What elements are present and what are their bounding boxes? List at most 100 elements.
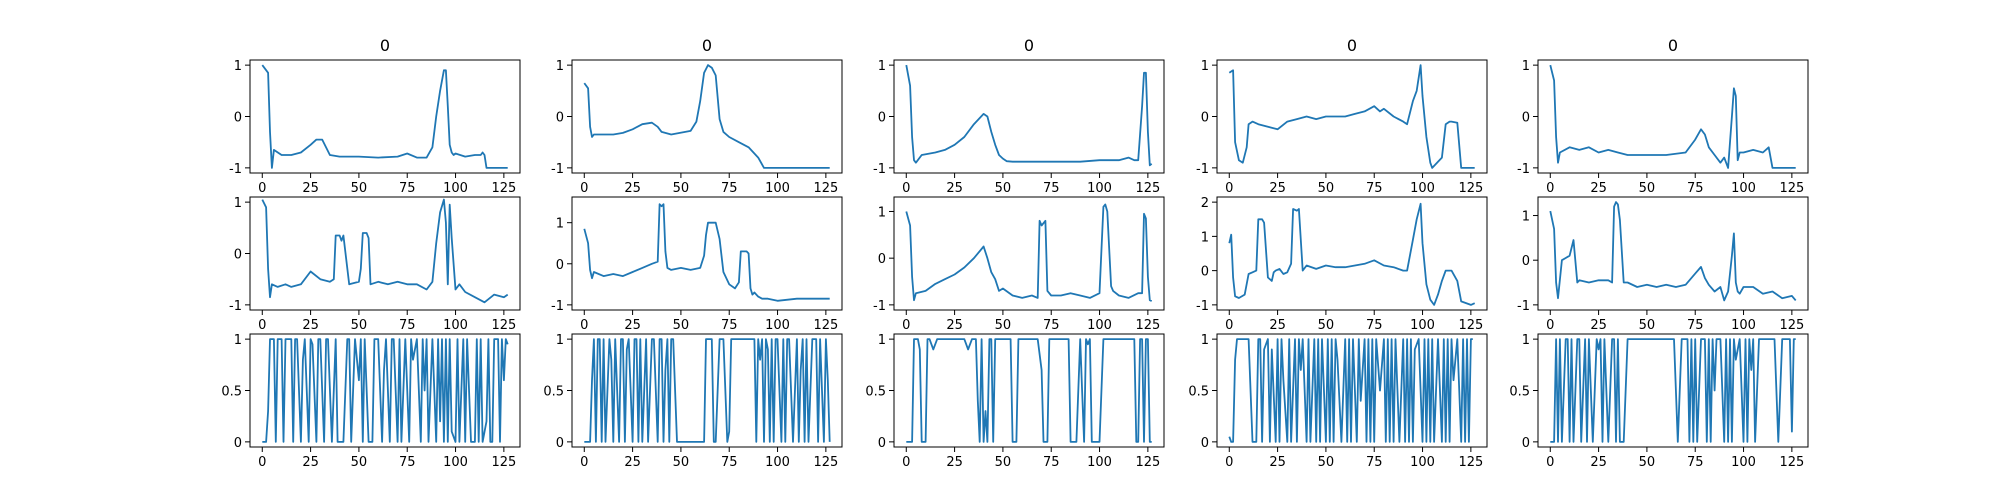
x-tick-label: 100 (1410, 181, 1435, 196)
x-tick-label: 0 (258, 318, 266, 333)
subplot-3: 0 25 50 75 100 125 -1 0 1 0 (873, 36, 1165, 196)
axes-frame (571, 59, 843, 174)
y-tick-label: 1 (878, 59, 886, 74)
subplot-2: 0 25 50 75 100 125 -1 0 1 0 (551, 36, 843, 196)
x-tick-label: 75 (721, 318, 738, 333)
y-tick-label: 0.5 (865, 385, 886, 400)
y-tick-label: 0 (234, 436, 242, 451)
x-tick-label: 50 (673, 455, 690, 470)
x-tick-label: 125 (1135, 318, 1160, 333)
y-tick-label: -1 (229, 162, 242, 177)
x-tick-label: 75 (1043, 181, 1060, 196)
y-tick-label: 0.5 (1509, 385, 1530, 400)
y-tick-label: 0 (556, 258, 564, 273)
x-tick-label: 125 (1135, 181, 1160, 196)
y-tick-label: -1 (229, 299, 242, 314)
x-tick-label: 125 (491, 181, 516, 196)
y-tick-label: 0 (1522, 436, 1530, 451)
x-tick-label: 50 (351, 181, 368, 196)
x-tick-label: 125 (813, 455, 838, 470)
y-tick-label: -1 (551, 299, 564, 314)
x-tick-label: 0 (1225, 318, 1233, 333)
data-line (1228, 338, 1473, 443)
axes-frame (1216, 59, 1488, 174)
y-tick-label: -1 (551, 162, 564, 177)
x-tick-label: 25 (302, 181, 319, 196)
x-tick-label: 125 (813, 318, 838, 333)
y-tick-label: 0 (1522, 111, 1530, 126)
x-tick-label: 50 (351, 318, 368, 333)
subplot-13: 0 25 50 75 100 125 0 0.5 1 (865, 333, 1165, 470)
subplot-11: 0 25 50 75 100 125 0 0.5 1 (221, 333, 521, 470)
x-tick-label: 125 (491, 318, 516, 333)
axes-frame (249, 196, 521, 311)
x-tick-label: 100 (443, 455, 468, 470)
x-tick-label: 0 (1225, 455, 1233, 470)
y-tick-label: 1 (878, 333, 886, 348)
y-tick-label: 1 (1201, 230, 1209, 245)
x-tick-label: 50 (351, 455, 368, 470)
y-tick-label: 1 (234, 333, 242, 348)
y-tick-label: 1 (234, 59, 242, 74)
x-tick-label: 100 (1087, 181, 1112, 196)
x-tick-label: 0 (1546, 318, 1554, 333)
x-tick-label: 25 (1269, 181, 1286, 196)
x-tick-label: 75 (1687, 318, 1704, 333)
y-tick-label: 1 (556, 333, 564, 348)
subplot-14: 0 25 50 75 100 125 0 0.5 1 (1188, 333, 1488, 470)
x-tick-label: 100 (1410, 455, 1435, 470)
y-tick-label: -1 (873, 162, 886, 177)
x-tick-label: 0 (902, 318, 910, 333)
y-tick-label: -1 (1517, 162, 1530, 177)
x-tick-label: 50 (995, 318, 1012, 333)
x-tick-label: 100 (1410, 318, 1435, 333)
x-tick-label: 0 (902, 455, 910, 470)
axes-frame (893, 59, 1165, 174)
x-tick-label: 100 (1731, 181, 1756, 196)
x-tick-label: 125 (813, 181, 838, 196)
axes-frame (1537, 196, 1809, 311)
x-tick-label: 25 (946, 455, 963, 470)
x-tick-label: 50 (673, 181, 690, 196)
y-tick-label: 0 (1201, 265, 1209, 280)
y-tick-label: 2 (1201, 196, 1209, 211)
y-tick-label: -1 (873, 299, 886, 314)
x-tick-label: 125 (1458, 318, 1483, 333)
x-tick-label: 25 (1590, 181, 1607, 196)
data-line (1549, 64, 1796, 169)
axes-frame (571, 196, 843, 311)
y-tick-label: 0.5 (221, 385, 242, 400)
x-tick-label: 0 (580, 318, 588, 333)
y-tick-label: 1 (1522, 333, 1530, 348)
data-line (1549, 201, 1797, 302)
x-tick-label: 100 (765, 181, 790, 196)
y-tick-label: -1 (1517, 299, 1530, 314)
axes-frame (249, 59, 521, 174)
x-tick-label: 75 (721, 181, 738, 196)
x-tick-label: 0 (1546, 181, 1554, 196)
x-tick-label: 125 (1458, 181, 1483, 196)
x-tick-label: 25 (1590, 318, 1607, 333)
x-tick-label: 125 (1779, 181, 1804, 196)
axes-frame (893, 333, 1165, 448)
data-line (261, 64, 508, 169)
x-tick-label: 100 (1731, 318, 1756, 333)
data-line (905, 64, 1153, 167)
data-line (1228, 202, 1476, 306)
x-tick-label: 0 (258, 181, 266, 196)
subplot-12: 0 25 50 75 100 125 0 0.5 1 (543, 333, 843, 470)
x-tick-label: 75 (399, 318, 416, 333)
subplot-9: 0 25 50 75 100 125 -1 0 1 2 (1196, 196, 1488, 333)
subplot-15: 0 25 50 75 100 125 0 0.5 1 (1509, 333, 1809, 470)
data-line (906, 338, 1152, 443)
data-line (261, 198, 509, 304)
x-tick-label: 75 (1366, 318, 1383, 333)
subplot-6: 0 25 50 75 100 125 -1 0 1 (229, 196, 521, 333)
axes-frame (1537, 59, 1809, 174)
x-tick-label: 0 (1225, 181, 1233, 196)
subplot-10: 0 25 50 75 100 125 -1 0 1 (1517, 196, 1809, 333)
x-tick-label: 75 (1043, 318, 1060, 333)
subplot-1: 0 25 50 75 100 125 -1 0 1 0 (229, 36, 521, 196)
x-tick-label: 0 (580, 455, 588, 470)
data-line (583, 203, 830, 302)
